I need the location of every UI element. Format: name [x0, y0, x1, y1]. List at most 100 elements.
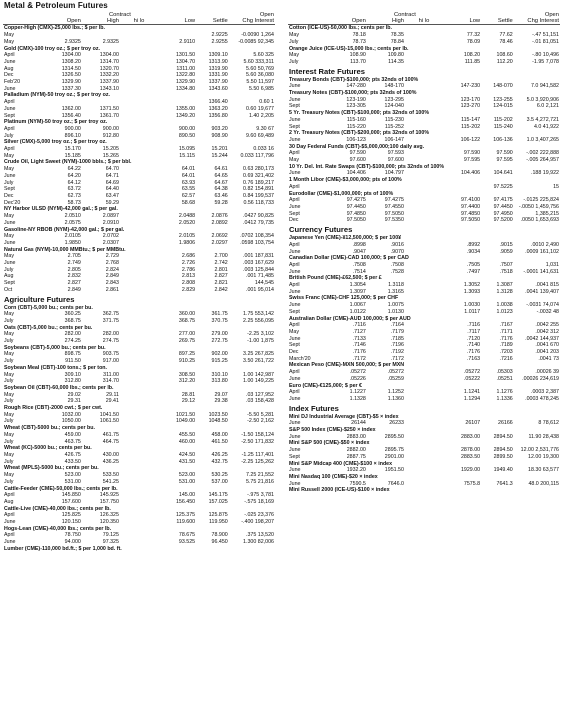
open-interest-value: 3,102	[260, 331, 274, 338]
month-cell: May	[4, 411, 15, 418]
settle-cell: 313.80	[211, 378, 228, 385]
hilo-cell	[405, 269, 443, 276]
month-cell: April	[289, 241, 300, 248]
settle-cell: 2.0876	[211, 213, 228, 220]
contract-heading-row: Gold (CMX)-100 troy oz.; $ per troy oz.	[3, 46, 275, 53]
contract-heading: 10 Yr. Del. Int. Rate Swaps (CBT)-$100,0…	[289, 163, 445, 170]
month-cell: May	[4, 371, 15, 378]
settle-cell: 1337.90	[208, 79, 228, 86]
open-cell: 1.9850	[64, 239, 81, 246]
month-cell: July	[4, 338, 14, 345]
hilo-cell	[405, 83, 443, 90]
low-cell: 455.50	[178, 431, 196, 438]
table-row: Sept 123-305 124-040 123-270 124-015 6.0 2,12…	[288, 103, 560, 110]
settle-cell: 1343.60	[208, 85, 228, 92]
open-interest-value: 171,832	[254, 438, 274, 445]
chg-interest-cell: .0041 73	[514, 356, 560, 363]
open-interest-value: 200,115	[540, 480, 559, 487]
chg-value: .375	[246, 532, 257, 539]
high-cell: 97.4550	[384, 203, 404, 210]
open-cell: 29.02	[67, 391, 81, 398]
open-interest-value: 69,489	[257, 132, 274, 139]
high-cell: 371.75	[102, 317, 119, 324]
table-row: May 97.600 97.600 97.595 97.595 -.005 264,957	[288, 157, 560, 164]
low-cell: 2883.50	[460, 453, 481, 460]
contract-heading-row: British Pound (CME)-£62,500; $ per £	[288, 275, 560, 282]
open-interest-value: 158,428	[254, 398, 274, 405]
high-cell: 1061.50	[99, 418, 119, 425]
low-cell: 97.4400	[460, 203, 481, 210]
section-heading-row: Agriculture Futures	[3, 294, 275, 305]
high-cell: 1304.00	[99, 52, 119, 59]
table-row: April 1.3054 1.3118 1.3052 1.3087.0041 815	[288, 282, 560, 289]
month-cell: May	[4, 331, 15, 338]
hilo-cell	[405, 150, 443, 157]
chg-interest-cell: 144,545	[229, 280, 275, 287]
chg-value: 5.75	[246, 478, 257, 485]
open-cell: 2.805	[67, 266, 81, 273]
month-cell: July	[4, 378, 14, 385]
high-cell: 157.750	[99, 498, 119, 505]
high-cell: .9070	[390, 248, 404, 255]
chg-value: 1.00	[243, 371, 254, 378]
high-cell: 97.593	[387, 150, 404, 157]
contract-heading: Cattle-Live (CME)-40,000 lbs.; cents per…	[4, 505, 111, 512]
chg-interest-cell: .0041 815	[514, 282, 560, 289]
settle-cell: 29.07	[214, 391, 228, 398]
settle-cell: .7507	[499, 261, 513, 268]
high-cell: 274.75	[102, 338, 119, 345]
settle-cell: 77.62	[499, 32, 513, 39]
settle-cell: 2.0692	[211, 233, 228, 240]
hilo-cell	[405, 336, 443, 343]
chg-interest-cell: .375 13,520	[229, 532, 275, 539]
hilo-cell	[120, 240, 158, 247]
chg-value: .0010	[530, 241, 545, 248]
hilo-cell	[120, 492, 158, 499]
high-cell: 2.9325	[102, 38, 119, 45]
high-cell: 64.40	[105, 186, 119, 193]
chg-value: -2.50	[241, 438, 254, 445]
table-row: May 426.75 430.00 424.50 426.25 -1.25 117,401	[3, 452, 275, 459]
open-interest-value: 3,407,265	[535, 136, 559, 143]
high-cell: 26233	[389, 420, 404, 427]
chg-interest-cell: 3.5 4,272,721	[514, 117, 560, 124]
month-cell: June	[4, 260, 16, 267]
low-cell: 424.50	[178, 452, 196, 458]
month-cell: June	[4, 172, 16, 179]
hilo-cell	[120, 153, 158, 160]
settle-cell: 2.9225	[211, 32, 228, 39]
settle-cell: 1048.50	[208, 418, 228, 425]
high-cell: 362.75	[102, 311, 119, 318]
open-cell: 97.600	[349, 157, 366, 164]
high-cell: 97.5050	[384, 210, 404, 217]
contract-heading-row: Hogs-Lean (CME)-40,000 lbs.; cents per l…	[3, 526, 275, 533]
low-cell: .7497	[466, 268, 481, 275]
hilo-cell	[120, 233, 158, 240]
month-cell: April	[289, 389, 300, 396]
hilo-cell	[120, 280, 158, 287]
table-row: July 113.70 114.35 111.85 112.20 -1.95 7,078	[288, 59, 560, 66]
open-interest-value: 478,245	[539, 395, 559, 402]
table-row: July 433.50 436.25 431.50 432.75 -2.25 125,26…	[3, 459, 275, 466]
chg-value: 0.84	[243, 192, 254, 199]
open-interest-value: 1,459,756	[535, 203, 559, 210]
open-cell: 2.849	[67, 286, 81, 293]
hilo-cell	[120, 133, 158, 140]
open-interest-value: 92,345	[257, 38, 274, 45]
chg-interest-cell: -.002 222,888	[514, 150, 560, 157]
contract-heading-row: Treasury Notes (CBT)-$100,000; pts 32nds…	[288, 90, 560, 97]
low-cell: 2.808	[181, 280, 196, 287]
settle-cell: 97.595	[496, 157, 513, 164]
chg-interest-cell: .0009 161,102	[514, 249, 560, 256]
chg-interest-cell: -.0125 225,824	[514, 197, 560, 204]
contract-heading-row: Treasury Bonds (CBT)-$100,000; pts 32nds…	[288, 77, 560, 84]
chg-interest-cell: 0.033 16	[229, 146, 275, 153]
settle-cell: 97.590	[496, 150, 513, 157]
hilo-cell	[120, 186, 158, 193]
chg-value: -.47	[532, 32, 542, 39]
low-cell: 97.4100	[460, 197, 481, 204]
month-cell: Sept	[289, 308, 300, 315]
low-cell: 1021.50	[175, 411, 196, 418]
open-cell: 1314.50	[61, 65, 81, 72]
chg-interest-cell: -5.50 5,281	[229, 412, 275, 419]
